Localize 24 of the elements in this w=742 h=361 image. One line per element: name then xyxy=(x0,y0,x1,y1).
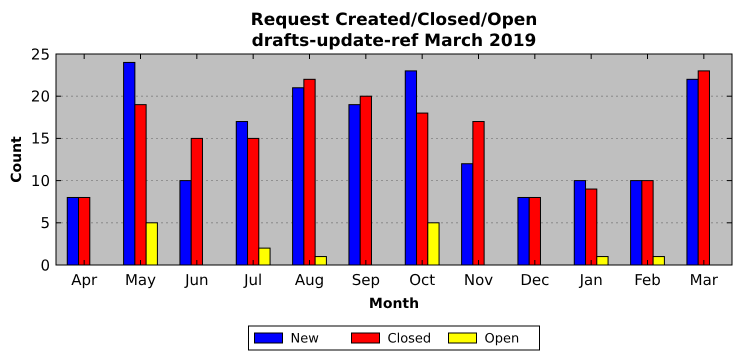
y-tick-label: 15 xyxy=(30,130,50,148)
legend-label: New xyxy=(290,332,320,347)
y-tick-label: 0 xyxy=(40,256,50,274)
x-tick-label: May xyxy=(124,271,156,289)
x-tick-label: Mar xyxy=(690,271,719,289)
x-tick-label: Feb xyxy=(634,271,661,289)
x-tick-label: Dec xyxy=(520,271,550,289)
x-tick-label: Nov xyxy=(464,271,494,289)
x-tick-label: Apr xyxy=(71,271,98,289)
x-tick-label: Oct xyxy=(409,271,436,289)
y-axis-title: Count xyxy=(9,136,25,183)
x-axis-title: Month xyxy=(368,296,420,312)
chart-title: Request Created/Closed/Open drafts-update-ref March 2019 xyxy=(250,10,538,51)
x-tick-label: Jun xyxy=(184,271,209,289)
x-tick-label: Sep xyxy=(352,271,380,289)
legend-label: Open xyxy=(484,332,520,347)
x-tick-label: Jan xyxy=(578,271,603,289)
y-tick-label: 20 xyxy=(30,87,50,106)
x-tick-label: Jul xyxy=(243,271,262,289)
y-tick-label: 5 xyxy=(40,214,50,232)
legend-label: Closed xyxy=(388,332,432,347)
x-tick-label: Aug xyxy=(294,271,324,289)
y-tick-label: 10 xyxy=(30,172,50,190)
y-tick-label: 25 xyxy=(30,45,50,64)
